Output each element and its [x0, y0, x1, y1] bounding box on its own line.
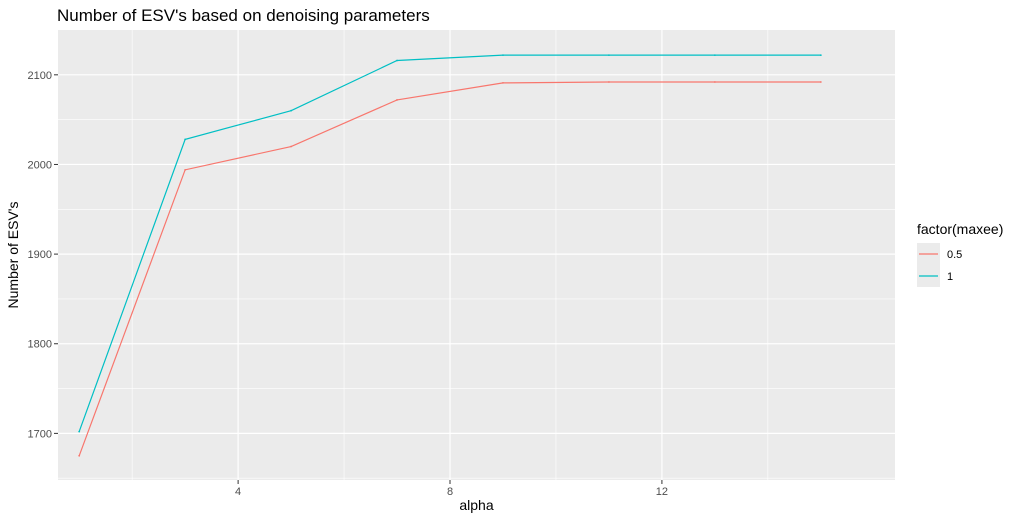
- y-axis-title: Number of ESV's: [5, 202, 21, 309]
- data-point: [713, 54, 716, 56]
- data-point: [290, 109, 292, 112]
- y-tick-label: 1800: [28, 339, 52, 351]
- x-axis-title: alpha: [459, 497, 493, 513]
- x-tick-label: 8: [447, 486, 453, 498]
- minor-gridlines: [58, 30, 895, 480]
- data-point: [819, 81, 822, 83]
- y-axis: 1700 1800 1900 2000 2100: [28, 70, 58, 440]
- plot-panel: [58, 30, 895, 480]
- data-point: [396, 59, 398, 62]
- legend-title: factor(maxee): [917, 221, 1003, 237]
- data-point: [78, 430, 81, 433]
- series-line-1: [78, 54, 821, 432]
- data-point: [608, 54, 610, 56]
- y-tick-label: 1700: [28, 428, 52, 440]
- x-axis: 4 8 12: [235, 480, 668, 498]
- data-point: [184, 138, 187, 141]
- legend: factor(maxee) 0.5 1: [917, 221, 1003, 287]
- data-point: [78, 454, 81, 457]
- series-line-0.5: [78, 81, 821, 457]
- data-point: [290, 145, 292, 148]
- y-tick-label: 2000: [28, 159, 52, 171]
- major-gridlines: [58, 30, 895, 480]
- y-tick-label: 1900: [28, 249, 52, 261]
- data-point: [396, 99, 398, 101]
- data-point: [502, 54, 504, 56]
- data-point: [713, 81, 716, 83]
- data-point: [819, 54, 822, 56]
- legend-label: 0.5: [947, 249, 962, 261]
- legend-label: 1: [947, 271, 953, 283]
- chart-title: Number of ESV's based on denoising param…: [57, 6, 430, 25]
- data-point: [608, 81, 610, 83]
- x-tick-label: 4: [235, 486, 241, 498]
- y-tick-label: 2100: [28, 70, 52, 82]
- data-point: [184, 168, 187, 171]
- series-lines: [78, 54, 822, 457]
- data-point: [502, 81, 504, 84]
- x-tick-label: 12: [656, 486, 668, 498]
